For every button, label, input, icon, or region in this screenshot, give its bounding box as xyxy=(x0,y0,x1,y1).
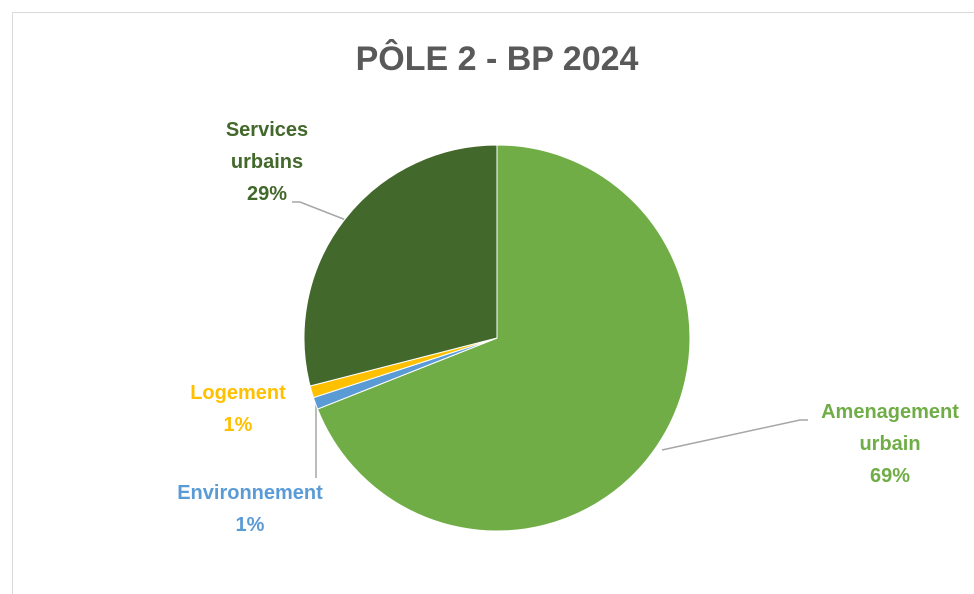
data-label-value: 29% xyxy=(246,183,288,205)
data-label-category: Amenagement urbain xyxy=(821,401,959,455)
data-label-category: Logement xyxy=(190,382,286,404)
chart-title: PÔLE 2 - BP 2024 xyxy=(355,40,639,78)
data-label-value: 1% xyxy=(235,514,265,536)
leader-line xyxy=(292,201,347,221)
pie-slice xyxy=(316,144,691,532)
data-label-value: 1% xyxy=(223,414,253,436)
leader-line xyxy=(661,419,808,451)
data-label-value: 69% xyxy=(869,465,911,487)
pie-slice xyxy=(303,144,498,387)
data-label-category: Services urbains xyxy=(225,119,309,173)
data-label-category: Environnement xyxy=(177,482,323,504)
chart-frame xyxy=(12,12,974,594)
